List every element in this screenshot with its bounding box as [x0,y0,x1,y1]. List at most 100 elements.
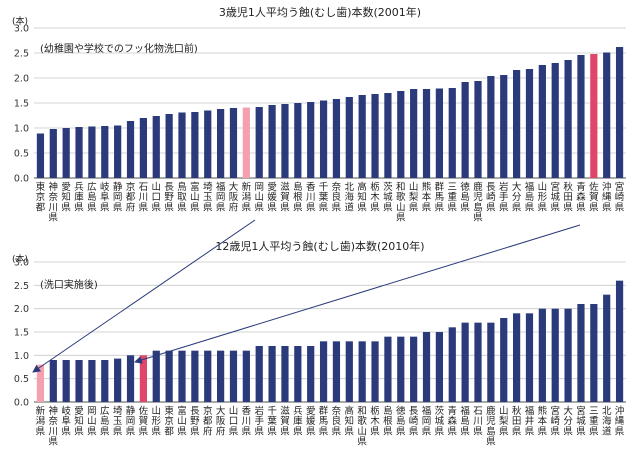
bar-秋田県 [564,60,572,178]
x-tick-label: 富山県 [177,405,187,437]
bar-山梨県 [500,318,508,402]
y-tick-label: 0.0 [14,174,29,185]
y-tick-label: 1.0 [14,124,29,135]
bar-北海道 [345,97,353,178]
x-tick-label: 秋田県 [512,405,522,437]
x-tick-label: 青森県 [448,405,458,437]
x-tick-label: 北海道 [602,406,612,437]
bar-高知県 [345,341,353,402]
x-tick-label: 京都府 [203,405,213,437]
bar-岐阜県 [101,126,109,178]
x-tick-label: 静岡県 [126,405,136,437]
x-tick-label: 長野県 [164,182,174,213]
x-tick-label: 福島県 [525,181,535,213]
x-tick-label: 鹿児島県 [486,405,496,448]
bar-徳島県 [461,82,469,178]
bar-山口県 [229,350,238,402]
bar-熊本県 [422,89,431,178]
x-tick-label: 千葉県 [319,182,329,213]
x-tick-label: 徳島県 [460,181,470,213]
bar-富山県 [191,112,199,178]
bar-愛媛県 [268,105,276,178]
x-tick-label: 北海道 [345,182,355,213]
bar-熊本県 [538,308,546,402]
bar-福岡県 [422,332,431,402]
bar-宮城県 [577,304,585,402]
bar-石川県 [474,322,482,402]
bar-青森県 [448,327,456,402]
y-tick-label: 2.0 [14,74,29,85]
y-tick-label: 2.5 [14,281,29,292]
x-tick-label: 東京都 [164,405,174,437]
bar-富山県 [178,350,186,402]
x-tick-label: 鳥取県 [177,181,187,213]
x-tick-label: 鹿児島県 [473,181,483,224]
x-tick-label: 栃木県 [370,405,380,437]
bar-長野県 [165,114,173,178]
x-tick-label: 広島県 [100,405,110,437]
bar-石川県 [139,118,147,178]
x-tick-label: 山口県 [229,406,239,437]
x-tick-label: 島根県 [293,181,303,213]
bar-新潟県 [36,364,45,402]
x-tick-label: 佐賀県 [589,181,599,213]
bar-群馬県 [435,88,443,178]
bar-岐阜県 [62,360,70,402]
y-unit-2001: (本) [12,17,29,27]
bar-鹿児島県 [487,322,495,402]
bar-高知県 [358,95,366,178]
bar-奈良県 [332,341,341,402]
bar-広島県 [101,360,109,402]
bar-大阪府 [229,108,238,178]
x-tick-label: 石川県 [139,182,149,213]
x-tick-label: 大分県 [512,181,522,213]
bar-茨城県 [384,93,392,178]
bar-群馬県 [319,341,328,402]
x-tick-label: 和歌山県 [357,406,367,448]
y-tick-label: 1.5 [14,328,29,339]
bar-香川県 [307,102,315,178]
x-tick-label: 山梨県 [409,182,419,213]
bar-長崎県 [487,76,495,178]
x-tick-label: 岐阜県 [61,405,71,437]
x-tick-label: 高知県 [345,405,355,437]
bar-和歌山県 [358,341,366,402]
bar-岩手県 [500,75,508,178]
y-tick-label: 3.0 [14,24,29,35]
bar-福井県 [525,313,534,402]
x-tick-label: 茨城県 [435,405,445,437]
bar-沖縄県 [615,280,624,402]
x-tick-label: 山形県 [538,182,548,213]
x-tick-label: 福井県 [525,405,535,437]
x-tick-label: 山口県 [152,182,162,213]
bar-沖縄県 [603,52,611,178]
bar-福島県 [461,322,469,402]
bar-愛知県 [62,128,70,178]
x-tick-label: 山梨県 [499,406,509,437]
bar-佐賀県 [590,54,598,178]
bar-福島県 [525,69,534,178]
x-tick-label: 宮崎県 [615,181,625,213]
bar-大分県 [513,70,521,178]
bar-滋賀県 [281,346,289,402]
bar-愛媛県 [307,346,315,402]
bar-京都府 [126,121,135,178]
chart-title-2001: 3歳児1人平均う蝕(むし歯)本数(2001年) [218,6,422,19]
x-tick-label: 愛知県 [74,405,84,437]
bar-神奈川県 [49,129,57,178]
x-tick-label: 奈良県 [332,405,342,437]
x-tick-label: 埼玉県 [113,405,123,437]
bar-鹿児島県 [474,81,482,178]
x-tick-label: 兵庫県 [74,181,84,213]
y-tick-label: 0.5 [14,149,29,160]
x-tick-label: 福岡県 [422,405,432,437]
x-tick-label: 徳島県 [396,405,406,437]
bar-埼玉県 [204,110,212,178]
x-tick-label: 秋田県 [563,181,573,213]
bar-大阪府 [217,350,225,402]
bar-佐賀県 [139,355,147,402]
y-tick-label: 2.5 [14,49,29,60]
x-tick-label: 愛媛県 [306,405,316,437]
x-tick-label: 山形県 [152,406,162,437]
bar-栃木県 [371,94,379,178]
